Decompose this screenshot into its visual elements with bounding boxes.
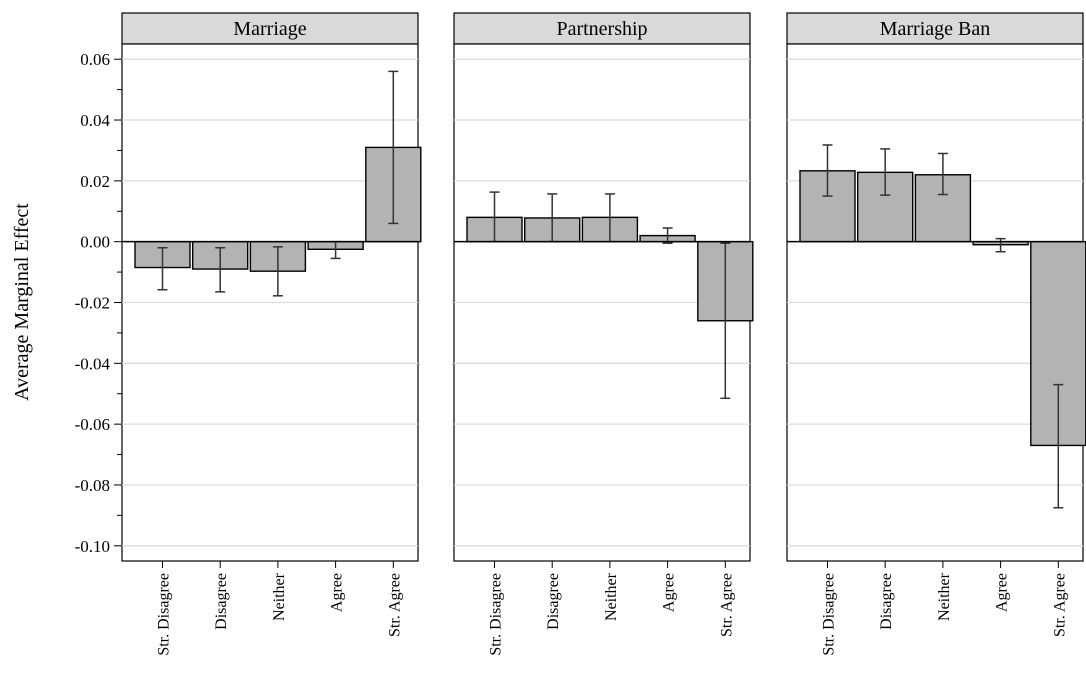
panel: Marriage Str. Disagree Disagree Neither Agre… (121, 12, 422, 656)
y-tick-label: -0.10 (75, 537, 110, 556)
y-tick-label: -0.08 (75, 476, 110, 495)
y-tick-label: 0.06 (80, 50, 110, 69)
bar (914, 174, 972, 243)
x-tick-label: Agree (329, 573, 346, 612)
panel-strip (453, 12, 751, 45)
x-tick-label: Neither (271, 572, 288, 621)
y-axis-title: Average Marginal Effect (11, 203, 33, 401)
x-tick-label: Neither (936, 572, 953, 621)
x-tick-label: Disagree (545, 573, 562, 630)
y-tick-label: -0.02 (75, 294, 110, 313)
y-tick-label: 0.00 (80, 233, 110, 252)
x-tick-label: Str. Disagree (821, 573, 838, 656)
panel-strip (121, 12, 419, 45)
y-tick-label: -0.04 (75, 354, 111, 373)
panel-title: Marriage (233, 18, 306, 40)
x-tick-label: Str. Disagree (156, 573, 173, 656)
x-tick-label: Str. Agree (718, 573, 735, 637)
x-tick-label: Str. Agree (1051, 573, 1068, 637)
x-tick-label: Str. Agree (386, 573, 403, 637)
panels: Marriage Str. Disagree Disagree Neither Agre… (121, 12, 1086, 656)
y-axis: 0.06 0.04 0.02 0.00 -0.02 -0.04 -0.06 -0.08 -0.1… (75, 50, 122, 556)
panel: Marriage Ban Str. Disagree Disagree Neither… (786, 12, 1086, 656)
y-tick-label: -0.06 (75, 415, 110, 434)
x-tick-label: Agree (994, 573, 1011, 612)
y-tick-label: 0.02 (80, 172, 110, 191)
x-tick-label: Agree (661, 573, 678, 612)
panel-title: Partnership (556, 18, 647, 40)
panel-strip (786, 12, 1084, 45)
x-tick-label: Disagree (878, 573, 895, 630)
x-tick-label: Disagree (213, 573, 230, 630)
panel: Partnership Str. Disagree Disagree Neither A… (453, 12, 754, 656)
x-tick-label: Neither (603, 572, 620, 621)
panel-title: Marriage Ban (880, 18, 991, 40)
x-tick-label: Str. Disagree (488, 573, 505, 656)
y-tick-label: 0.04 (80, 111, 110, 130)
